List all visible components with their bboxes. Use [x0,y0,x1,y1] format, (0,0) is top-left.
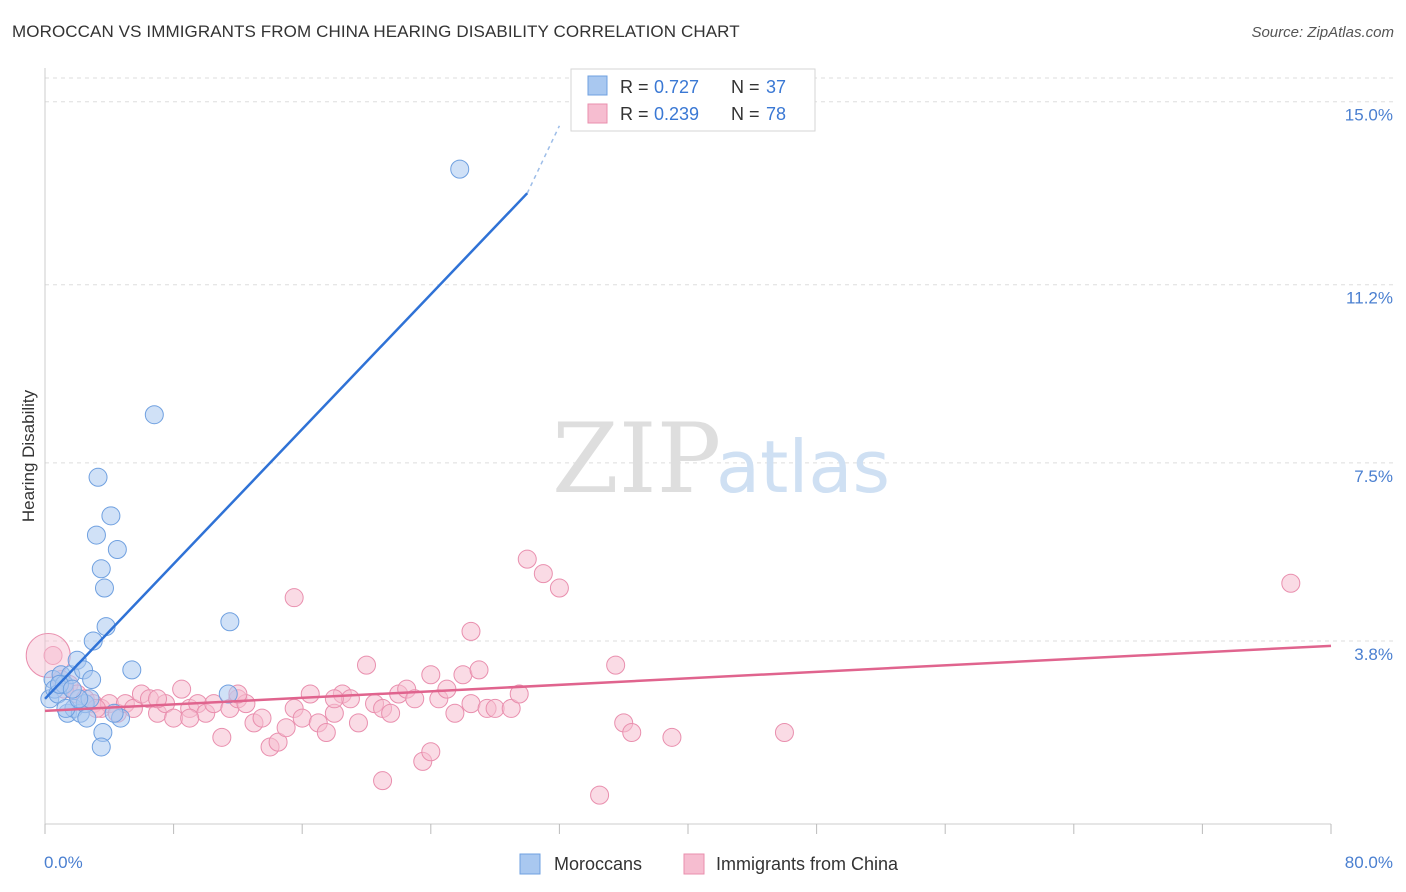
legend-n-label-1: N = [731,77,760,97]
legend-n-value-2: 78 [766,104,786,124]
y-tick-label-1: 7.5% [1354,467,1393,486]
moroccan-point-24[interactable] [101,506,121,526]
legend-n-value-1: 37 [766,77,786,97]
moroccan-point-17[interactable] [88,467,108,487]
china-trendline [44,644,1332,713]
china-point-62[interactable] [284,588,304,608]
china-point-37[interactable] [340,689,360,709]
moroccan-point-13[interactable] [77,708,97,728]
source-note: Source: ZipAtlas.com [1251,24,1394,41]
china-point-57[interactable] [509,684,529,704]
moroccan-trendline-extension [526,125,561,194]
y-tick-labels: 3.8% 7.5% 11.2% 15.0% [1345,106,1393,664]
y-tick-label-3: 15.0% [1345,106,1393,125]
y-tick-label-0: 3.8% [1354,645,1393,664]
china-point-71[interactable] [148,689,168,709]
moroccan-point-15[interactable] [82,670,102,690]
chart-title: MOROCCAN VS IMMIGRANTS FROM CHINA HEARIN… [12,22,740,41]
trend-lines [44,125,1332,713]
moroccan-point-21[interactable] [94,578,114,598]
moroccan-point-29[interactable] [220,612,240,632]
china-point-45[interactable] [405,689,425,709]
china-point-16[interactable] [172,679,192,699]
china-point-59[interactable] [533,564,553,584]
china-point-28[interactable] [268,732,288,752]
legend-r-value-1: 0.727 [654,77,699,97]
legend-swatch-pink [587,103,608,124]
x-tick-label-max: 80.0% [1345,853,1393,872]
china-point-73[interactable] [324,689,344,709]
china-point-10[interactable] [123,698,143,718]
series-legend-swatch-moroccans[interactable] [519,853,541,875]
moroccan-point-27[interactable] [122,660,142,680]
china-point-64[interactable] [590,785,610,805]
china-point-38[interactable] [348,713,368,733]
china-point-26[interactable] [252,708,272,728]
series-legend-swatch-china[interactable] [683,853,705,875]
china-point-47[interactable] [421,665,441,685]
china-points [25,549,1301,805]
legend-r-value-2: 0.239 [654,104,699,124]
moroccan-trendline [44,192,529,700]
series-legend-label-china[interactable]: Immigrants from China [716,854,899,874]
moroccan-point-25[interactable] [107,540,127,560]
china-point-67[interactable] [622,723,642,743]
china-point-69[interactable] [774,723,794,743]
moroccan-points [40,159,470,757]
china-point-74[interactable] [421,742,441,762]
china-point-39[interactable] [357,655,376,675]
series-legend-label-moroccans[interactable]: Moroccans [554,854,642,874]
legend-r-label-1: R = [620,77,649,97]
watermark-zip: ZIP [552,403,721,515]
china-point-29[interactable] [276,718,296,738]
moroccan-point-16[interactable] [86,525,106,545]
watermark-atlas: atlas [716,425,890,509]
china-point-32[interactable] [300,684,320,704]
china-point-15[interactable] [164,708,184,728]
moroccan-point-30[interactable] [218,684,238,704]
china-point-52[interactable] [461,694,481,714]
china-point-56[interactable] [501,698,521,718]
china-point-77[interactable] [180,708,200,728]
x-tick-label-min: 0.0% [44,853,83,872]
china-point-61[interactable] [461,621,481,641]
y-tick-label-2: 11.2% [1346,289,1393,308]
china-point-68[interactable] [662,727,682,747]
moroccan-point-28[interactable] [144,405,164,425]
moroccan-point-20[interactable] [91,737,111,757]
china-point-58[interactable] [517,549,537,569]
stats-legend-box [570,68,816,132]
china-point-70[interactable] [1281,573,1301,593]
legend-swatch-blue [587,75,608,96]
china-point-42[interactable] [381,703,401,723]
china-point-31[interactable] [292,708,312,728]
moroccan-point-31[interactable] [450,159,470,179]
y-axis-label: Hearing Disability [19,389,38,522]
legend-r-label-2: R = [620,104,649,124]
china-point-55[interactable] [485,698,505,718]
moroccan-point-36[interactable] [62,679,82,699]
stats-legend: R = 0.727 N = 37 R = 0.239 N = 78 [570,68,816,132]
legend-n-label-2: N = [731,104,760,124]
x-tick-marks [44,824,1332,834]
china-point-34[interactable] [316,723,336,743]
china-point-0[interactable] [43,645,63,665]
china-point-51[interactable] [453,665,473,685]
china-point-50[interactable] [445,703,465,723]
china-point-65[interactable] [606,655,626,675]
grid-lines [45,77,1393,642]
china-point-60[interactable] [549,578,569,598]
china-point-63[interactable] [373,771,393,791]
series-legend: Moroccans Immigrants from China [519,853,899,875]
china-point-53[interactable] [469,660,489,680]
moroccan-point-18[interactable] [91,559,111,579]
china-point-21[interactable] [212,727,232,747]
